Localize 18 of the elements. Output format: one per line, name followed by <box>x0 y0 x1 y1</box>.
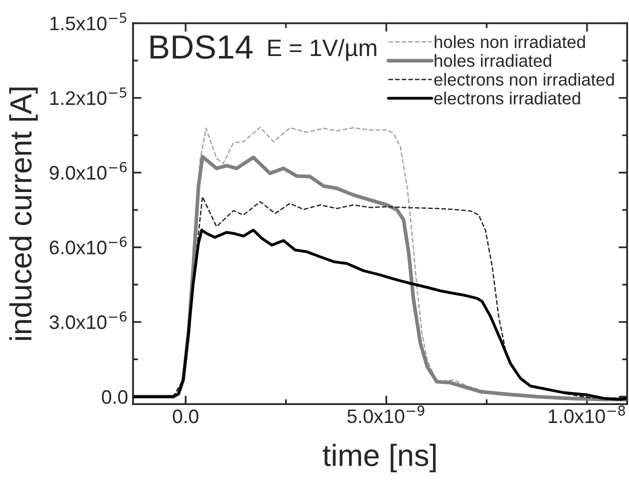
y-tick-label: 3.0x10$^{−6}$ <box>50 311 127 330</box>
y-tick-label: 1.2x10$^{−5}$ <box>50 87 126 106</box>
x-tick-label: 1.0x10$^{−8}$ <box>548 405 626 424</box>
y-axis-title: induced current [A] <box>9 88 38 340</box>
x-tick-label: 5.0x10$^{−9}$ <box>347 405 424 424</box>
y-tick-label: 9.0x10$^{−6}$ <box>50 162 127 180</box>
annotation: BDS14 <box>150 35 252 59</box>
annotation: E = 1V/µm <box>268 38 376 61</box>
legend-label: electrons non irradiated <box>434 72 614 86</box>
legend-label: electrons irradiated <box>434 92 580 104</box>
legend-label: holes irradiated <box>434 54 552 67</box>
y-tick-label: 1.5x10$^{−5}$ <box>50 12 126 30</box>
legend-label: holes non irradiated <box>434 35 585 48</box>
line-series <box>133 228 628 401</box>
x-axis-title: time [ns] <box>322 444 436 472</box>
y-tick-label: 6.0x10$^{−6}$ <box>50 236 127 254</box>
x-tick-label: 0.0 <box>172 410 198 424</box>
y-tick-label: 0.0 <box>102 390 128 404</box>
